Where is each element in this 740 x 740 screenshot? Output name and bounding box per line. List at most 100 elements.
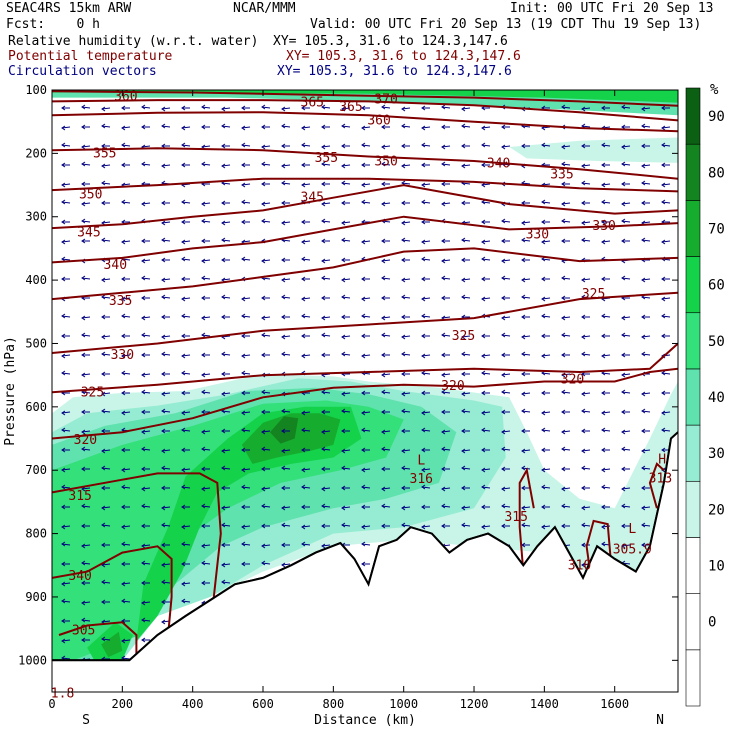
vector-shaft: [61, 468, 71, 471]
vector-shaft: [81, 277, 91, 280]
vector-shaft: [61, 543, 71, 546]
vector-head: [401, 257, 406, 263]
vector-shaft: [361, 297, 371, 300]
vector-head: [61, 313, 66, 319]
vector-shaft: [461, 182, 471, 185]
vector-head: [541, 524, 546, 530]
vector-shaft: [221, 221, 231, 224]
vector-head: [181, 162, 186, 168]
vector-head: [81, 372, 86, 378]
vector-shaft: [141, 619, 151, 622]
vector-shaft: [361, 525, 371, 528]
vector-head: [181, 598, 186, 604]
vector-head: [461, 391, 466, 397]
vector-head: [241, 504, 246, 510]
vector-head: [161, 106, 166, 112]
theta-label: 340: [68, 569, 91, 584]
vector-head: [561, 523, 566, 529]
vector-head: [141, 238, 146, 244]
vector-shaft: [361, 240, 371, 243]
theta-contour: [585, 519, 613, 572]
vector-head: [661, 199, 666, 205]
vector-head: [441, 161, 446, 167]
vector-head: [581, 485, 586, 491]
vector-head: [281, 334, 286, 340]
vector-shaft: [161, 278, 171, 281]
vector-shaft: [641, 392, 651, 395]
vector-head: [101, 277, 106, 283]
vector-head: [341, 123, 346, 129]
vector-head: [161, 163, 166, 169]
vector-shaft: [261, 106, 271, 109]
vector-shaft: [241, 543, 251, 546]
vector-head: [301, 313, 306, 319]
rh-upper-core: [52, 90, 678, 103]
vector-shaft: [181, 600, 191, 603]
vector-shaft: [281, 467, 291, 470]
vector-head: [601, 504, 606, 510]
vector-shaft: [201, 334, 211, 337]
vector-shaft: [481, 258, 491, 261]
vector-shaft: [541, 258, 551, 261]
theta-label: 310: [568, 558, 591, 573]
extremum-label: L: [417, 454, 425, 469]
vector-head: [81, 466, 86, 472]
vector-shaft: [321, 145, 331, 148]
vector-head: [341, 220, 346, 226]
vector-head: [81, 503, 86, 509]
vector-head: [301, 410, 306, 416]
vector-shaft: [501, 505, 511, 508]
vector-head: [541, 199, 546, 205]
vector-head: [661, 467, 666, 473]
vector-head: [361, 105, 366, 111]
theta-contour: [52, 291, 678, 354]
vector-shaft: [481, 354, 491, 357]
vector-shaft: [521, 296, 531, 299]
vector-head: [541, 427, 546, 433]
vector-shaft: [481, 201, 491, 204]
vector-shaft: [81, 430, 91, 433]
vector-head: [661, 162, 666, 168]
vector-head: [601, 276, 606, 282]
field-xy-theta: XY= 105.3, 31.6 to 124.3,147.6: [286, 49, 521, 64]
vector-head: [81, 352, 86, 358]
vector-shaft: [181, 582, 191, 585]
vector-head: [161, 277, 166, 283]
vector-shaft: [281, 449, 291, 452]
vector-head: [541, 239, 546, 245]
vector-shaft: [581, 524, 591, 527]
vector-shaft: [181, 201, 191, 204]
vector-head: [441, 352, 446, 358]
vector-head: [261, 352, 266, 358]
vector-head: [241, 162, 246, 168]
vector-head: [481, 296, 486, 302]
vector-head: [101, 351, 106, 357]
vector-shaft: [121, 582, 131, 585]
vector-shaft: [201, 220, 211, 223]
vector-head: [221, 220, 226, 226]
vector-head: [401, 351, 406, 357]
vector-shaft: [541, 315, 551, 318]
vector-head: [381, 372, 386, 378]
vector-shaft: [121, 354, 131, 357]
vector-head: [141, 486, 146, 492]
theta-contour: [52, 111, 678, 133]
vector-shaft: [201, 259, 211, 262]
vector-head: [281, 314, 286, 320]
vector-head: [381, 124, 386, 130]
vector-head: [541, 276, 546, 282]
vector-shaft: [521, 410, 531, 413]
vector-shaft: [181, 354, 191, 357]
vector-head: [401, 123, 406, 129]
vector-shaft: [101, 410, 111, 413]
vector-head: [421, 296, 426, 302]
vector-head: [601, 199, 606, 205]
vector-head: [61, 162, 66, 168]
vector-head: [181, 524, 186, 530]
vector-shaft: [381, 316, 391, 319]
vector-shaft: [661, 126, 671, 129]
vector-shaft: [421, 315, 431, 318]
vector-shaft: [221, 182, 231, 185]
vector-shaft: [181, 297, 191, 300]
vector-head: [441, 389, 446, 395]
